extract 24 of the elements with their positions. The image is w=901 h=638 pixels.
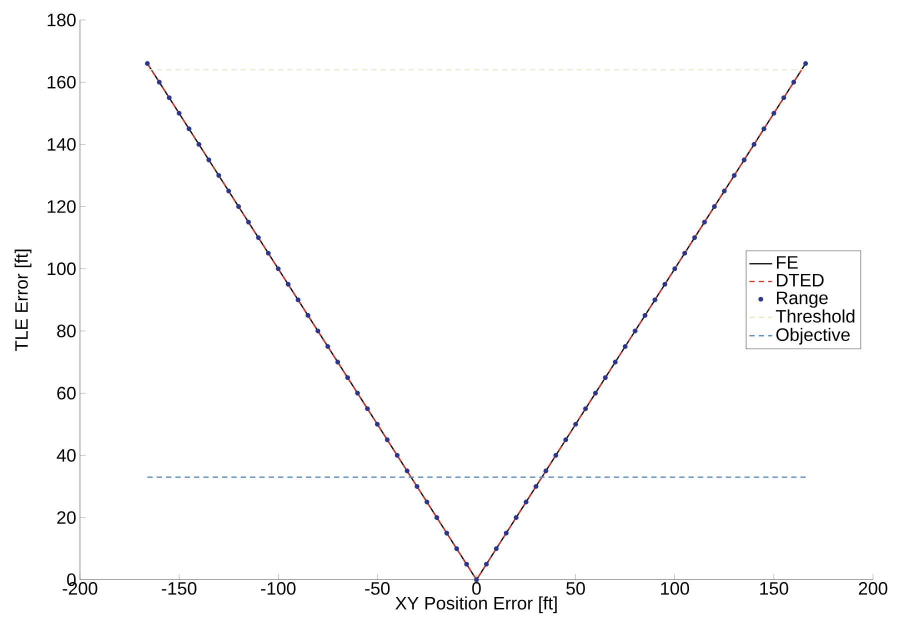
y-tick-label: 40 [56,448,76,462]
y-tick-label: 160 [48,76,76,88]
y-tick-label: 140 [48,138,76,151]
x-tick-label: 100 [661,582,690,595]
x-tick-label: 150 [760,582,788,595]
y-tick-label: 120 [48,200,76,213]
x-axis-title: XY Position Error [ft] [395,596,557,613]
x-tick-label: -100 [261,582,296,595]
x-tick-label: 50 [566,582,585,595]
legend-label: FE [776,256,798,268]
legend-label: Range [776,291,828,308]
legend-label: Objective [776,328,850,344]
y-tick-label: 20 [57,511,76,524]
x-tick-label: 200 [858,582,888,595]
y-tick-label: 100 [48,262,76,275]
y-tick-label: 80 [57,324,76,338]
x-tick-label: -150 [162,582,196,595]
y-tick-label: 180 [48,13,76,26]
legend-label: DTED [776,274,824,286]
y-axis-title: TLE Error [ft] [14,249,32,351]
legend-label: Threshold [776,309,854,322]
x-tick-label: -50 [365,582,390,595]
x-tick-label: 0 [472,582,481,595]
y-tick-label: 60 [57,386,76,400]
